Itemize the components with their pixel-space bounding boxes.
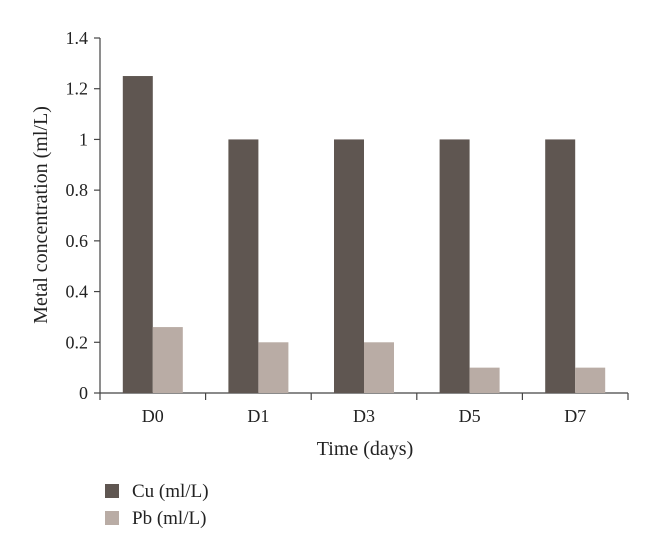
y-tick-label: 0.8: [66, 180, 89, 200]
y-tick-label: 1: [79, 129, 88, 149]
x-tick-label: D5: [459, 406, 481, 426]
bar: [228, 139, 259, 393]
legend-swatch: [105, 511, 119, 525]
bar: [545, 139, 576, 393]
bar: [469, 367, 500, 393]
x-tick-label: D3: [353, 406, 375, 426]
legend-label: Pb (ml/L): [132, 508, 206, 529]
x-tick-label: D0: [142, 406, 164, 426]
y-tick-label: 0.6: [66, 231, 89, 251]
y-axis-title: Metal concentration (ml/L): [30, 106, 52, 324]
bar: [258, 342, 289, 393]
x-tick-label: D1: [247, 406, 269, 426]
y-tick-label: 0.4: [66, 282, 89, 302]
y-tick-label: 0: [79, 383, 88, 403]
bar: [122, 76, 153, 394]
bar: [439, 139, 470, 393]
bars: [122, 76, 606, 394]
x-axis-title: Time (days): [317, 438, 413, 460]
bar: [334, 139, 364, 393]
x-axis: D0 D1 D3 D5 D7: [99, 392, 629, 426]
y-tick-label: 1.2: [66, 79, 89, 99]
bar: [575, 367, 606, 393]
legend-label: Cu (ml/L): [132, 481, 209, 502]
legend: Cu (ml/L) Pb (ml/L): [105, 481, 209, 529]
y-tick-label: 1.4: [66, 28, 89, 48]
legend-swatch: [105, 484, 119, 498]
bar: [364, 342, 394, 393]
y-tick-label: 0.2: [66, 332, 89, 352]
x-tick-label: D7: [564, 406, 586, 426]
y-axis: 0 0.2 0.4 0.6 0.8 1 1.2 1.4: [66, 28, 101, 403]
bar: [152, 327, 183, 393]
